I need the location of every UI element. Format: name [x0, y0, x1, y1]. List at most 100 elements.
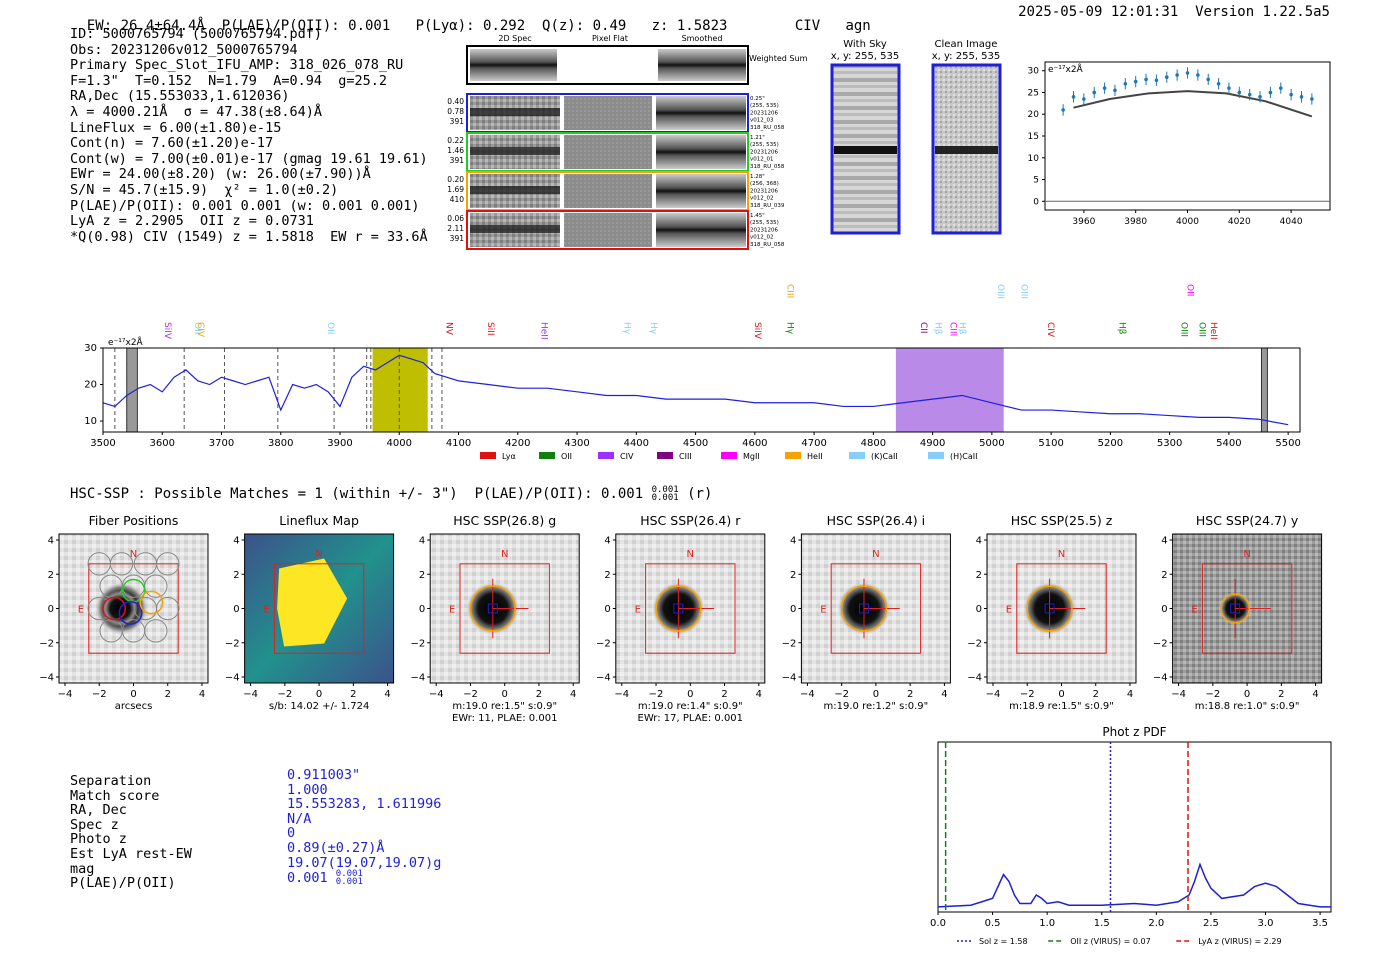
cutout-row-right-meta: (256, 368): [750, 181, 779, 187]
spectrum-line-label: Hγ: [648, 322, 658, 335]
spectrum-civ-band: [895, 348, 1004, 432]
spectrum-line-label: Hβ: [956, 322, 966, 335]
info-sn: S/N = 45.7(±15.9) χ² = 1.0(±0.2): [70, 181, 339, 198]
east-label: E: [78, 605, 84, 616]
image-xtick-label: 2: [721, 689, 727, 700]
search-box: [459, 563, 550, 654]
hsc-plae-sub: 0.001: [651, 493, 679, 503]
pdf-title: Phot z PDF: [1102, 725, 1166, 739]
spectrum-line-label: Hγ: [784, 322, 794, 335]
pdf-legend-label: Sol z = 1.58: [979, 937, 1028, 946]
east-label: E: [449, 605, 455, 616]
spectral-cutouts: 2D Spec Pixel Flat Smoothed Weighted Sum…: [447, 34, 808, 250]
highlighted-fiber: [102, 596, 127, 621]
spectrum-line-label: OII: [325, 322, 335, 334]
match-label-mag: mag: [70, 860, 95, 877]
spectrum-xtick-label: 5100: [1038, 438, 1063, 449]
center-marker: [859, 603, 869, 614]
spectrum-legend-swatch: [785, 452, 801, 459]
zoom-xtick-label: 3980: [1124, 217, 1147, 227]
zoom-xtick-label: 3960: [1072, 217, 1095, 227]
search-box: [1016, 563, 1107, 654]
spectrum-xtick-label: 5000: [979, 438, 1004, 449]
hsc-matches-summary: HSC-SSP : Possible Matches = 1 (within +…: [70, 486, 712, 503]
zoom-axes-frame: [1044, 61, 1331, 211]
zoom-data-point: [1082, 97, 1086, 101]
north-label: N: [501, 549, 508, 560]
aperture-ellipse: [840, 585, 888, 632]
match-value-mag: 19.07(19.07,19.07)g: [287, 854, 442, 871]
info-lineflux: LineFlux = 6.00(±1.80)e-15: [70, 119, 282, 136]
spectrum-xtick-label: 4700: [801, 438, 826, 449]
zoom-data-point: [1289, 92, 1293, 97]
image-xtick-label: −4: [614, 689, 629, 700]
spectrum-xtick-label: 4900: [920, 438, 945, 449]
match-label-ra-dec: RA, Dec: [70, 802, 127, 819]
image-xtick-label: 4: [384, 689, 390, 700]
spectrum-xtick-label: 3600: [150, 438, 175, 449]
spectrum-line-label: Hβ: [933, 322, 943, 335]
image-xtick-label: 0: [502, 689, 508, 700]
zoom-ytick-label: 10: [1028, 154, 1040, 164]
zoom-data-point: [1133, 79, 1138, 84]
cutout-row-right-meta: 20231206: [750, 227, 778, 233]
zoom-data-point: [1123, 81, 1128, 86]
cutout-row-right-meta: 1.21": [750, 135, 765, 141]
zoom-data-point: [1278, 86, 1283, 90]
east-label: E: [263, 605, 269, 616]
cutout-row-left-stat: 2.11: [447, 224, 464, 233]
image-xtick-label: 4: [756, 689, 762, 700]
image-xtick-label: −2: [649, 689, 664, 700]
cutout-row-right-meta: v012_03: [750, 118, 774, 124]
sky-images: With Sky x, y: 255, 535 Clean Image x, y…: [830, 39, 1002, 235]
col-title-2d-spec: 2D Spec: [498, 34, 531, 43]
cutout-row-left-stat: 0.06: [447, 214, 464, 223]
image-ytick-label: 0: [790, 604, 796, 615]
info-redshifts: LyA z = 2.2905 OII z = 0.0731: [70, 213, 314, 230]
image-xtick-label: −4: [58, 689, 73, 700]
match-label-plae: P(LAE)/P(OII): [70, 875, 176, 892]
cutout-pixel-flat: [564, 135, 652, 169]
zoom-units-label: e⁻¹⁷x2Å: [1048, 63, 1084, 75]
zoom-data-point: [1268, 90, 1273, 95]
east-label: E: [1006, 605, 1012, 616]
search-box: [1201, 563, 1293, 654]
image-ytick-label: −4: [225, 673, 240, 684]
image-ytick-label: −2: [596, 638, 611, 649]
line-zoom-plot: 0 5 10 15 20 25 30 3960 3980 4000 4020 4040 e⁻¹⁷x2Å: [1028, 61, 1331, 227]
spectrum-legend-swatch: [721, 452, 737, 459]
spectrum-axes-frame: [102, 347, 1301, 433]
image-xtick-label: −4: [986, 689, 1001, 700]
cutout-row-left-stat: 391: [450, 156, 465, 165]
photz-pdf-plot: Phot z PDF 0.0 0.5 1.0 1.5 2.0 2.5 3.0 3.5 Sol z …: [930, 725, 1332, 946]
east-label: E: [635, 605, 641, 616]
zoom-data-point: [1227, 86, 1231, 90]
image-panel-title: HSC SSP(26.8) g: [453, 513, 556, 528]
match-label-photo-z: Photo z: [70, 831, 127, 848]
spectrum-units-label: e⁻¹⁷x2Å: [108, 336, 144, 348]
zoom-data-point: [1113, 88, 1117, 93]
spectrum-line: [102, 354, 1289, 426]
spectrum-xtick-label: 4400: [624, 438, 649, 449]
info-fiber-params: F=1.3" T=0.152 N=1.79 A=0.94 g=25.2: [70, 72, 387, 89]
spectrum-xtick-label: 3700: [209, 438, 234, 449]
aperture-ellipse: [469, 585, 516, 632]
north-label: N: [315, 549, 322, 560]
image-ytick-label: −2: [40, 638, 54, 649]
full-spectrum-plot: 10 20 30 3500 3600 3700 3800 3900 4000 4100 4200 43…: [84, 284, 1301, 461]
zoom-data-point: [1061, 108, 1065, 112]
image-ytick-label: −4: [410, 673, 425, 684]
zoom-data-point: [1237, 90, 1242, 95]
spectrum-xtick-label: 4100: [446, 438, 471, 449]
cutout-row-right-meta: 318_RU_058: [750, 125, 785, 131]
center-marker: [673, 603, 684, 614]
spectrum-legend-label: MgII: [743, 452, 760, 461]
spectrum-legend-swatch: [598, 452, 614, 459]
spectrum-legend-swatch: [928, 452, 944, 459]
match-value-ra-dec: 15.553283, 1.611996: [287, 796, 442, 813]
image-xtick-label: 2: [1093, 689, 1099, 700]
cutout-smoothed: [656, 135, 746, 169]
zoom-data-point: [1092, 90, 1097, 95]
pdf-xtick-label: 0.5: [985, 918, 1001, 929]
image-ytick-label: −4: [967, 673, 982, 684]
